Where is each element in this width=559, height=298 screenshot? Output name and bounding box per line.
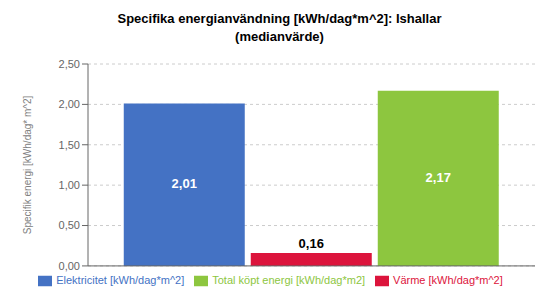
- html-text:Värme [kWh/dag*m^2]: Värme [kWh/dag*m^2]: [393, 273, 503, 286]
- svg-text:2,01: 2,01: [172, 176, 197, 191]
- html-text:Specifika energianvändning [kW: Specifika energianvändning [kWh/dag*m^2]…: [117, 11, 442, 26]
- svg-text:2,50: 2,50: [59, 58, 80, 70]
- svg-text:1,50: 1,50: [59, 139, 80, 151]
- svg-text:2,17: 2,17: [426, 170, 451, 185]
- svg-text:1,00: 1,00: [59, 179, 80, 191]
- html-text:Total köpt energi [kWh/dag*m2]: Total köpt energi [kWh/dag*m2]: [212, 273, 366, 286]
- svg-text:2,00: 2,00: [59, 98, 80, 110]
- html-text:Elektricitet [kWh/dag*m^2]: Elektricitet [kWh/dag*m^2]: [56, 273, 185, 286]
- svg-text:0,16: 0,16: [299, 236, 324, 251]
- html-text:(medianvärde): (medianvärde): [235, 29, 324, 44]
- svg-text:Specifik energi [kWh/dag* m^2]: Specifik energi [kWh/dag* m^2]: [22, 95, 33, 234]
- svg-text:0,50: 0,50: [59, 219, 80, 231]
- svg-text:0,00: 0,00: [59, 260, 80, 272]
